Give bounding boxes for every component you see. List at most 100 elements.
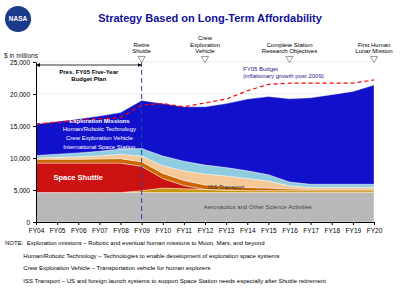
- text-line: Lunar Mission: [355, 48, 392, 54]
- x-tick-mark: [205, 222, 206, 225]
- x-tick-mark: [184, 222, 185, 225]
- x-tick-label: FY20: [367, 227, 383, 234]
- plot: [36, 62, 374, 222]
- x-tick-mark: [99, 222, 100, 225]
- bracket-label: Pres. FY05 Five-YearBudget Plan: [59, 69, 119, 82]
- x-tick-label: FY15: [261, 227, 277, 234]
- y-tick-label: 25,000: [10, 59, 30, 66]
- note: Crew Exploration Vehicle – Transportatio…: [5, 265, 210, 271]
- y-tick: 5,000: [14, 187, 36, 194]
- area-series: [36, 85, 374, 184]
- x-tick: FY10: [155, 222, 171, 234]
- x-tick: FY15: [261, 222, 277, 234]
- x-tick-mark: [247, 222, 248, 225]
- y-tick-label: 0: [26, 219, 30, 226]
- y-tick-label: 20,000: [10, 91, 30, 98]
- x-tick-label: FY06: [71, 227, 87, 234]
- y-tick-label: 5,000: [14, 187, 31, 194]
- x-tick: FY11: [177, 222, 192, 234]
- note: Human/Robotic Technology – Technologies …: [5, 253, 280, 259]
- x-tick: FY06: [71, 222, 87, 234]
- x-tick: FY19: [346, 222, 362, 234]
- reference-line: [141, 62, 142, 222]
- x-tick-label: FY10: [155, 227, 171, 234]
- x-tick-mark: [57, 222, 58, 225]
- x-tick: FY17: [303, 222, 319, 234]
- x-tick-mark: [353, 222, 354, 225]
- text-line: Complete Station: [266, 42, 312, 48]
- grid: [36, 62, 374, 222]
- milestone-label: RetireShuttle: [132, 42, 151, 55]
- x-tick-label: FY12: [198, 227, 214, 234]
- y-axis: 0 5,000 10,000 15,000 20,000 25,000: [10, 59, 36, 226]
- x-tick-label: FY13: [219, 227, 235, 234]
- note: ISS Transport – US and foreign launch sy…: [5, 278, 326, 284]
- text-line: Shuttle: [132, 48, 151, 54]
- x-tick-label: FY19: [346, 227, 362, 234]
- series-label: Exploration Missions: [69, 118, 130, 124]
- y-tick-mark: [33, 190, 36, 191]
- x-tick-label: FY05: [50, 227, 66, 234]
- y-axis-line: [36, 63, 37, 223]
- text-line: Pres. FY05 Five-Year: [59, 69, 119, 75]
- x-tick-mark: [78, 222, 79, 225]
- y-tick-mark: [33, 126, 36, 127]
- y-tick: 20,000: [10, 91, 36, 98]
- x-tick: FY05: [50, 222, 66, 234]
- y-tick: 25,000: [10, 59, 36, 66]
- x-tick-label: FY08: [113, 227, 129, 234]
- x-tick-label: FY18: [324, 227, 340, 234]
- series-label: ISS Transport: [208, 184, 245, 190]
- y-tick: 10,000: [10, 155, 36, 162]
- y-tick-mark: [33, 94, 36, 95]
- x-tick-mark: [374, 222, 375, 225]
- y-tick-mark: [33, 222, 36, 223]
- series-label: International Space Station: [63, 144, 135, 150]
- x-axis: FY04FY05FY06FY07FY08FY09FY10FY11FY12FY13…: [29, 222, 383, 234]
- text-line: Budget Plan: [71, 76, 106, 82]
- x-tick: FY18: [324, 222, 340, 234]
- x-tick-label: FY04: [29, 227, 45, 234]
- milestone-label: Complete StationResearch Objectives: [262, 42, 317, 55]
- y-tick: 0: [26, 219, 36, 226]
- bracket: [36, 65, 142, 66]
- x-tick: FY14: [240, 222, 256, 234]
- y-tick-label: 15,000: [10, 123, 30, 130]
- text-line: Vehicle: [195, 48, 215, 54]
- y-tick-mark: [33, 158, 36, 159]
- chart: FY04FY05FY06FY07FY08FY09FY10FY11FY12FY13…: [0, 0, 400, 300]
- text-line: Crew: [198, 35, 213, 41]
- milestone-marker: [370, 56, 377, 62]
- area-series: [36, 193, 374, 222]
- y-tick-label: 10,000: [10, 155, 30, 162]
- series-label: Human/Robotic Technology: [63, 126, 136, 132]
- y-tick-mark: [33, 62, 36, 63]
- x-tick: FY20: [367, 222, 383, 234]
- line-series: [36, 80, 374, 124]
- x-tick-mark: [163, 222, 164, 225]
- x-tick-mark: [121, 222, 122, 225]
- milestone-label: CrewExplorationVehicle: [190, 35, 220, 54]
- text-line: Exploration: [190, 42, 220, 48]
- series-label: Space Shuttle: [53, 173, 103, 182]
- texts: NASAStrategy Based on Long-Term Affordab…: [4, 6, 393, 284]
- x-tick-label: FY07: [92, 227, 108, 234]
- x-tick-label: FY16: [282, 227, 298, 234]
- x-tick-mark: [332, 222, 333, 225]
- x-tick: FY16: [282, 222, 298, 234]
- x-tick: FY13: [219, 222, 235, 234]
- series-label: FY05 Budget(inflationary growth post 200…: [243, 66, 324, 79]
- x-tick-mark: [311, 222, 312, 225]
- grid-line: [36, 94, 374, 95]
- milestone-marker: [138, 56, 145, 62]
- note: NOTE: Exploration missions – Robotic and…: [5, 240, 264, 246]
- x-tick: FY07: [92, 222, 108, 234]
- x-tick-label: FY14: [240, 227, 256, 234]
- milestone-marker: [201, 56, 208, 62]
- x-tick-mark: [268, 222, 269, 225]
- x-tick-label: FY17: [303, 227, 319, 234]
- x-tick-mark: [290, 222, 291, 225]
- milestone-label: First HumanLunar Mission: [355, 42, 392, 55]
- x-tick-label: FY11: [177, 227, 192, 234]
- text-line: Research Objectives: [262, 48, 317, 54]
